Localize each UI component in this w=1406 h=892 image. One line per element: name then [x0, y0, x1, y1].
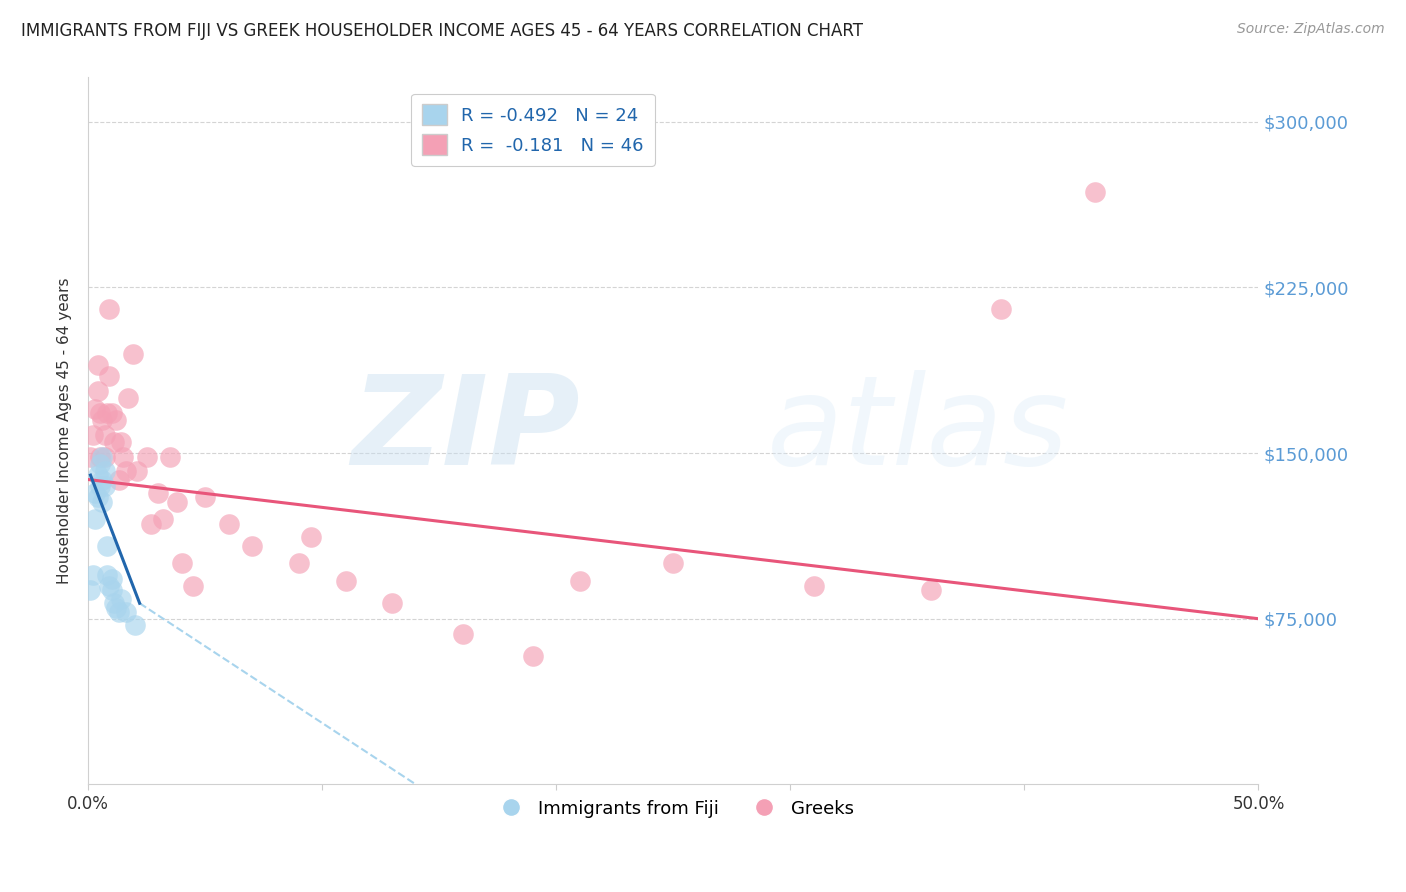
Point [93, 464, 115, 478]
Point [93, 479, 115, 493]
Point [96, 406, 118, 420]
Point [86, 468, 108, 483]
Point [91, 494, 114, 508]
Point [451, 627, 474, 641]
Point [89, 406, 111, 420]
Point [103, 596, 125, 610]
Point [1084, 186, 1107, 200]
Point [159, 450, 181, 465]
Point [98, 578, 121, 592]
Point [114, 605, 136, 619]
Point [135, 450, 157, 465]
Point [93, 450, 115, 465]
Point [240, 539, 263, 553]
Point [662, 557, 685, 571]
Point [121, 346, 143, 360]
Point [86, 358, 108, 372]
Point [93, 428, 115, 442]
Point [218, 516, 240, 531]
Point [920, 582, 942, 597]
Point [89, 457, 111, 471]
Point [79, 582, 101, 597]
Point [96, 539, 118, 553]
Point [86, 384, 108, 399]
Point [381, 596, 404, 610]
Point [100, 582, 122, 597]
Point [194, 490, 217, 504]
Point [98, 302, 121, 317]
Point [335, 574, 357, 589]
Point [91, 473, 114, 487]
Point [152, 512, 174, 526]
Point [148, 485, 170, 500]
Point [91, 413, 114, 427]
Point [288, 557, 311, 571]
Point [82, 428, 104, 442]
Point [803, 578, 825, 592]
Point [127, 464, 149, 478]
Point [124, 618, 146, 632]
Point [107, 473, 129, 487]
Point [112, 450, 135, 465]
Point [105, 600, 128, 615]
Point [100, 406, 122, 420]
Text: ZIP: ZIP [352, 370, 579, 491]
Point [103, 434, 125, 449]
Point [98, 368, 121, 383]
Point [89, 450, 111, 465]
Point [84, 401, 107, 416]
Point [107, 605, 129, 619]
Point [86, 490, 108, 504]
Text: Source: ZipAtlas.com: Source: ZipAtlas.com [1237, 22, 1385, 37]
Point [117, 391, 139, 405]
Point [299, 530, 322, 544]
Point [110, 591, 132, 606]
Point [170, 557, 193, 571]
Point [114, 464, 136, 478]
Point [522, 649, 544, 664]
Legend: Immigrants from Fiji, Greeks: Immigrants from Fiji, Greeks [485, 792, 860, 825]
Point [110, 434, 132, 449]
Point [990, 302, 1012, 317]
Point [96, 567, 118, 582]
Point [89, 479, 111, 493]
Y-axis label: Householder Income Ages 45 - 64 years: Householder Income Ages 45 - 64 years [58, 277, 72, 584]
Point [166, 494, 188, 508]
Point [84, 485, 107, 500]
Text: atlas: atlas [766, 370, 1069, 491]
Point [91, 450, 114, 465]
Point [105, 413, 128, 427]
Point [100, 572, 122, 586]
Point [183, 578, 205, 592]
Point [79, 450, 101, 465]
Point [82, 567, 104, 582]
Point [141, 516, 163, 531]
Text: IMMIGRANTS FROM FIJI VS GREEK HOUSEHOLDER INCOME AGES 45 - 64 YEARS CORRELATION : IMMIGRANTS FROM FIJI VS GREEK HOUSEHOLDE… [21, 22, 863, 40]
Point [84, 512, 107, 526]
Point [568, 574, 591, 589]
